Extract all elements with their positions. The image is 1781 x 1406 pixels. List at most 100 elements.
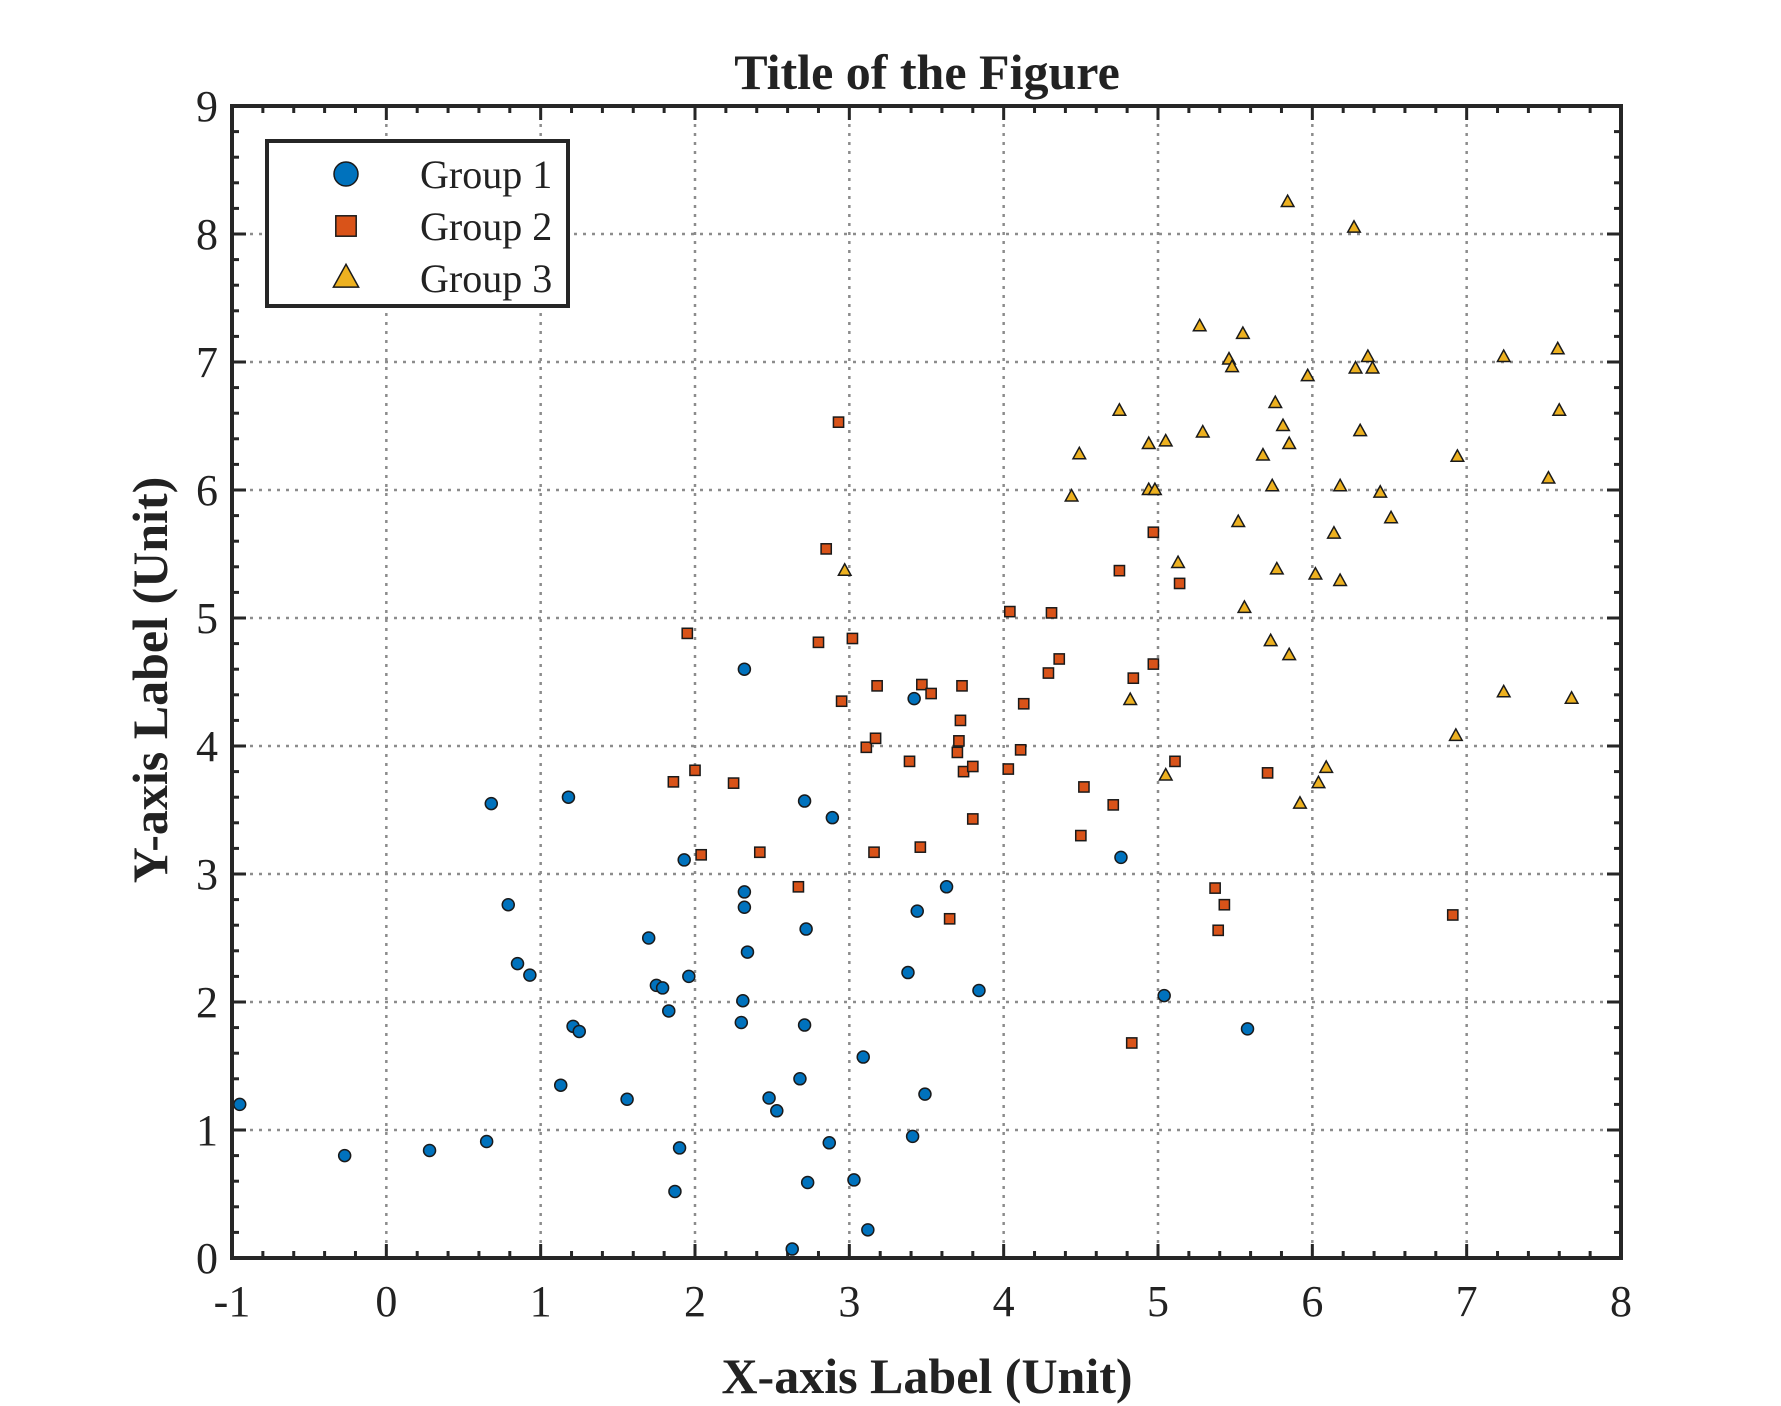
y-tick-label: 0 xyxy=(196,1234,218,1283)
data-point-triangle xyxy=(1364,360,1381,374)
data-point-triangle xyxy=(1372,484,1388,498)
data-point-triangle xyxy=(1111,402,1127,416)
data-point-circle xyxy=(793,1072,807,1086)
data-point-square xyxy=(868,846,880,859)
data-point-circle xyxy=(797,794,812,808)
data-point-square xyxy=(667,775,680,788)
y-tick-label: 7 xyxy=(196,338,218,387)
data-point-square xyxy=(1147,658,1160,670)
y-tick-label: 9 xyxy=(196,82,218,131)
x-tick-label: -1 xyxy=(214,1277,251,1326)
data-point-square xyxy=(953,735,965,747)
x-tick-label: 6 xyxy=(1301,1277,1323,1326)
data-point-square xyxy=(1147,526,1160,539)
series-2 xyxy=(667,416,1459,1049)
data-point-square xyxy=(1209,882,1221,894)
data-point-triangle xyxy=(1318,759,1334,774)
data-point-triangle xyxy=(1158,432,1174,447)
data-point-circle xyxy=(910,904,924,918)
data-point-square xyxy=(925,687,937,700)
data-point-triangle xyxy=(1147,481,1163,496)
data-point-circle xyxy=(620,1092,634,1107)
data-point-square xyxy=(1169,755,1181,768)
y-tick-label: 6 xyxy=(196,466,218,515)
data-point-circle xyxy=(572,1024,586,1039)
data-point-triangle xyxy=(1230,513,1246,528)
data-point-circle xyxy=(861,1223,875,1237)
data-point-circle xyxy=(662,1004,676,1018)
data-point-square xyxy=(954,714,967,727)
data-point-triangle xyxy=(1360,348,1376,363)
data-point-triangle xyxy=(1346,219,1362,233)
data-point-square xyxy=(1053,653,1066,665)
data-point-square xyxy=(1045,607,1058,619)
data-point-square xyxy=(681,627,694,640)
data-point-circle xyxy=(422,1143,437,1158)
data-point-square xyxy=(1127,672,1140,685)
data-point-square xyxy=(695,848,708,861)
data-point-square xyxy=(1002,763,1015,775)
data-point-circle xyxy=(232,1097,247,1112)
data-point-square xyxy=(914,841,927,853)
data-point-triangle xyxy=(1564,690,1580,704)
y-tick-label: 2 xyxy=(196,978,218,1027)
data-point-square xyxy=(1107,799,1120,811)
y-tick-label: 1 xyxy=(196,1106,218,1155)
legend-marker-triangle xyxy=(332,262,360,288)
data-point-square xyxy=(916,678,928,691)
data-point-circle xyxy=(523,968,537,982)
data-point-triangle xyxy=(1264,477,1280,492)
data-point-circle xyxy=(1157,988,1171,1003)
data-point-circle xyxy=(1114,850,1128,865)
data-point-square xyxy=(753,846,766,859)
data-point-circle xyxy=(847,1173,861,1187)
data-point-circle xyxy=(905,1129,920,1144)
x-tick-labels: -1 0 1 2 3 4 5 6 7 8 xyxy=(214,1277,1632,1326)
data-point-circle xyxy=(737,900,752,915)
data-point-square xyxy=(727,777,740,789)
data-point-triangle xyxy=(1122,691,1138,706)
data-point-square xyxy=(1042,667,1055,679)
data-point-circle xyxy=(510,956,525,971)
data-point-circle xyxy=(825,810,840,825)
data-point-triangle xyxy=(1280,193,1296,208)
data-point-triangle xyxy=(1064,488,1080,502)
x-axis-label: X-axis Label (Unit) xyxy=(721,1348,1132,1404)
data-point-triangle xyxy=(1292,795,1308,809)
data-point-square xyxy=(860,741,873,754)
data-point-triangle xyxy=(1235,325,1251,340)
x-tick-label: 2 xyxy=(684,1277,706,1326)
data-point-square xyxy=(1078,781,1090,793)
data-points xyxy=(232,193,1580,1256)
data-point-triangle xyxy=(1224,358,1240,373)
legend-marker-square xyxy=(335,215,357,237)
data-point-circle xyxy=(762,1091,776,1105)
data-point-circle xyxy=(939,880,954,894)
data-point-square xyxy=(835,695,848,708)
data-point-circle xyxy=(655,981,670,995)
data-point-circle xyxy=(901,965,915,980)
x-tick-label: 1 xyxy=(530,1277,552,1326)
data-point-triangle xyxy=(1496,683,1512,698)
data-point-triangle xyxy=(1275,417,1291,432)
x-tick-label: 3 xyxy=(838,1277,860,1326)
data-point-triangle xyxy=(1540,470,1557,484)
data-point-square xyxy=(871,679,883,692)
series-3 xyxy=(837,193,1580,809)
data-point-square xyxy=(951,746,964,759)
data-point-triangle xyxy=(1269,560,1285,575)
legend-marker-circle xyxy=(333,161,359,187)
data-point-triangle xyxy=(1332,477,1348,492)
data-point-circle xyxy=(907,691,921,706)
data-point-triangle xyxy=(1071,445,1087,460)
data-point-triangle xyxy=(1281,646,1297,661)
data-point-circle xyxy=(668,1184,682,1199)
data-point-circle xyxy=(734,1015,749,1030)
data-point-circle xyxy=(737,662,752,676)
legend-label: Group 1 xyxy=(420,152,552,197)
data-point-triangle xyxy=(1383,509,1399,524)
data-point-square xyxy=(1212,924,1225,937)
y-tick-labels: 0 1 2 3 4 5 6 7 8 9 xyxy=(196,82,218,1283)
x-tick-label: 7 xyxy=(1456,1277,1478,1326)
data-point-circle xyxy=(856,1050,870,1064)
